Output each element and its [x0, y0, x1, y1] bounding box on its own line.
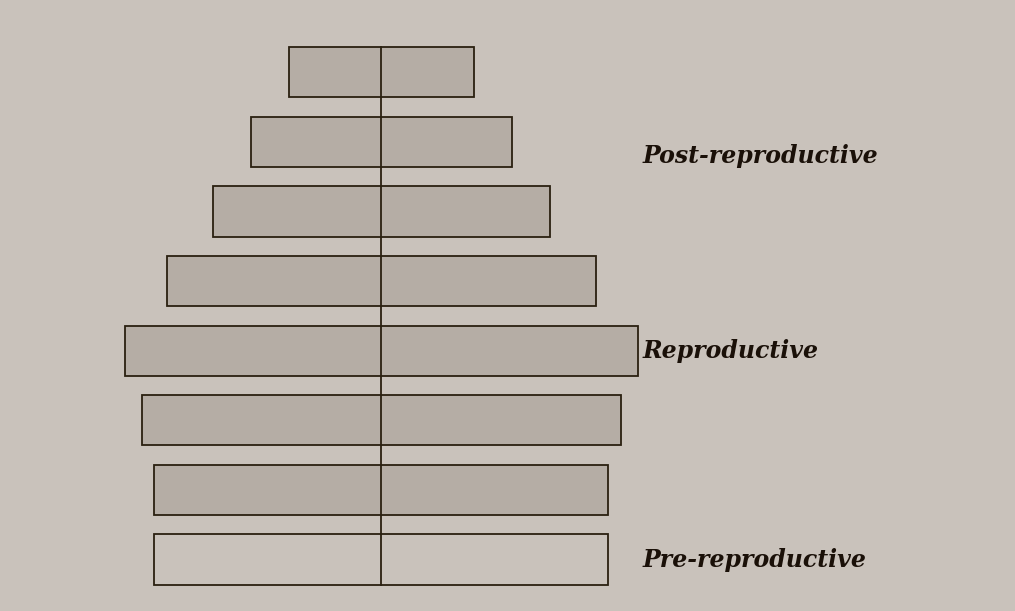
- Bar: [125, 326, 637, 376]
- Text: Reproductive: Reproductive: [642, 338, 818, 363]
- Bar: [289, 47, 474, 97]
- Text: Post-reproductive: Post-reproductive: [642, 144, 878, 168]
- Bar: [141, 395, 621, 445]
- Bar: [213, 186, 549, 236]
- Bar: [154, 535, 608, 585]
- Bar: [251, 117, 512, 167]
- Bar: [154, 465, 608, 515]
- Text: Pre-reproductive: Pre-reproductive: [642, 547, 866, 571]
- Bar: [166, 256, 596, 306]
